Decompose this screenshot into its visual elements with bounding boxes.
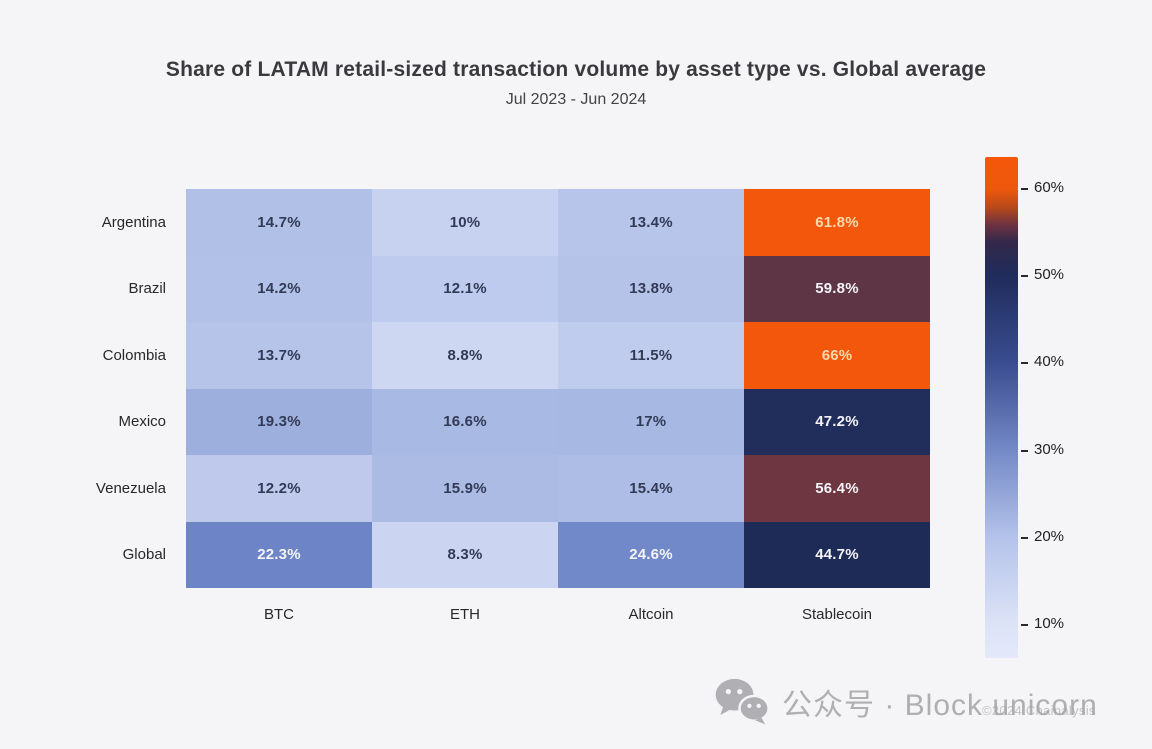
row-label-argentina: Argentina <box>101 213 166 231</box>
heatmap-cell-brazil-eth: 12.1% <box>372 255 558 322</box>
heatmap-cell-colombia-stablecoin: 66% <box>744 322 930 389</box>
heatmap-cell-venezuela-stablecoin: 56.4% <box>744 455 930 522</box>
tick-mark <box>1021 188 1028 191</box>
chart-title: Share of LATAM retail-sized transaction … <box>165 58 987 81</box>
heatmap-cell-venezuela-altcoin: 15.4% <box>558 455 744 522</box>
row-label-brazil: Brazil <box>128 280 166 298</box>
heatmap-cell-mexico-stablecoin: 47.2% <box>744 388 930 455</box>
heatmap-cell-argentina-btc: 14.7% <box>186 189 372 256</box>
tick-label: 30% <box>1034 440 1065 458</box>
column-label-altcoin: Altcoin <box>628 605 674 623</box>
heatmap-cell-venezuela-btc: 12.2% <box>186 455 372 522</box>
heatmap-grid: 14.7% 10% 13.4% 61.8% 14.2% 12.1% 13.8% 59.8% 13… <box>186 189 930 588</box>
tick-label: 10% <box>1034 614 1065 632</box>
wechat-icon <box>715 678 770 725</box>
row-label-colombia: Colombia <box>102 346 166 364</box>
tick-label: 40% <box>1034 353 1065 371</box>
tick-mark <box>1021 362 1028 365</box>
heatmap-cell-colombia-btc: 13.7% <box>186 322 372 389</box>
tick-mark <box>1021 623 1028 626</box>
row-label-mexico: Mexico <box>118 413 166 431</box>
heatmap-cell-global-eth: 8.3% <box>372 521 558 588</box>
tick-mark <box>1021 536 1028 539</box>
column-labels: BTC ETH Altcoin Stablecoin <box>186 600 930 628</box>
heatmap-cell-brazil-stablecoin: 59.8% <box>744 255 930 322</box>
heatmap-cell-global-btc: 22.3% <box>186 521 372 588</box>
heatmap-cell-colombia-altcoin: 11.5% <box>558 322 744 389</box>
heatmap-cell-brazil-altcoin: 13.8% <box>558 255 744 322</box>
column-label-eth: ETH <box>450 605 480 623</box>
heatmap-cell-mexico-altcoin: 17% <box>558 388 744 455</box>
colorbar: 60% 50% 40% 30% 20% 10% <box>985 157 1064 658</box>
column-label-stablecoin: Stablecoin <box>801 605 873 623</box>
heatmap-cell-mexico-eth: 16.6% <box>372 388 558 455</box>
tick-label: 50% <box>1034 266 1065 284</box>
column-label-btc: BTC <box>264 605 294 623</box>
tick-mark <box>1021 275 1028 278</box>
heatmap-cell-brazil-btc: 14.2% <box>186 255 372 322</box>
heatmap-cell-mexico-btc: 19.3% <box>186 388 372 455</box>
watermark-text: 公众号 · Block unicorn <box>782 689 1098 722</box>
heatmap-cell-global-stablecoin: 44.7% <box>744 521 930 588</box>
chart-subtitle: Jul 2023 - Jun 2024 <box>505 91 647 108</box>
heatmap-cell-argentina-eth: 10% <box>372 189 558 256</box>
heatmap-cell-venezuela-eth: 15.9% <box>372 455 558 522</box>
copyright-note: ©2024 Chainalysis <box>982 703 1096 718</box>
tick-label: 20% <box>1034 527 1065 545</box>
heatmap-cell-colombia-eth: 8.8% <box>372 322 558 389</box>
watermark: 公众号 · Block unicorn <box>714 678 1098 726</box>
heatmap-cell-argentina-stablecoin: 61.8% <box>744 189 930 256</box>
row-labels: Argentina Brazil Colombia Mexico Venezuela Gl… <box>0 189 166 588</box>
colorbar-gradient <box>985 157 1018 658</box>
heatmap-cell-global-altcoin: 24.6% <box>558 521 744 588</box>
tick-label: 60% <box>1034 179 1065 197</box>
heatmap-cell-argentina-altcoin: 13.4% <box>558 189 744 256</box>
row-label-venezuela: Venezuela <box>95 479 166 497</box>
tick-mark <box>1021 449 1028 452</box>
row-label-global: Global <box>122 546 166 564</box>
